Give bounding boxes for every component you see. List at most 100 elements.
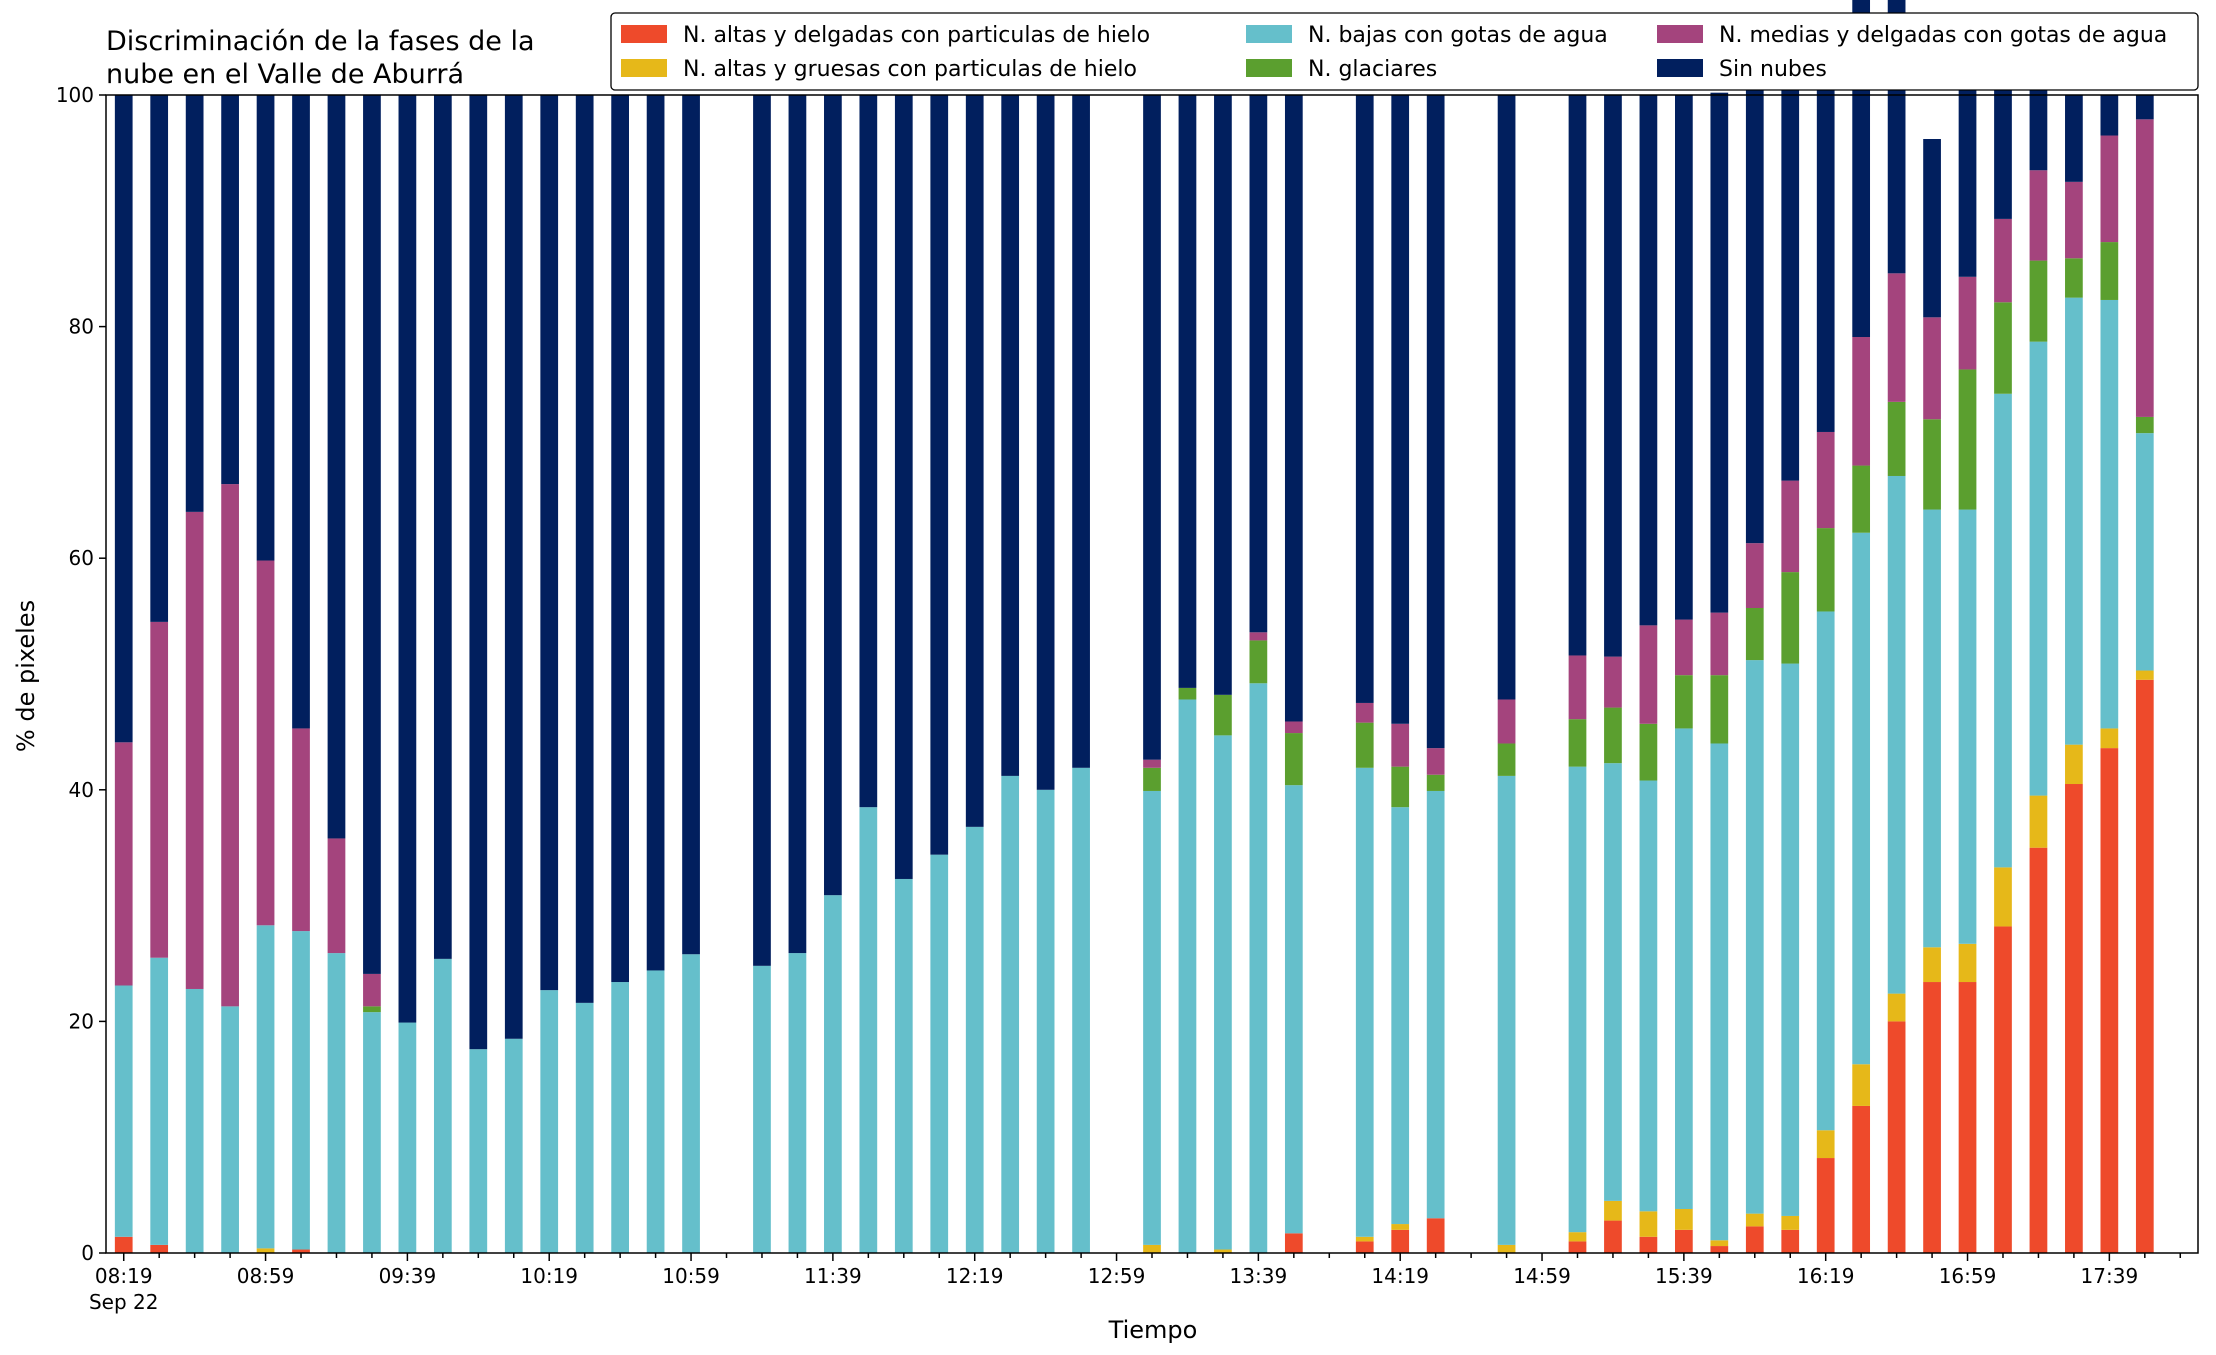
bar-segment-1449-series-2 [1497,775,1516,1245]
bar-segment-1249-series-5 [1072,95,1090,768]
bar-segment-1749-series-2 [2135,433,2154,671]
bar-segment-1419-series-3 [1391,766,1410,808]
bar-segment-1649-series-5 [1923,139,1941,318]
bar-segment-1559-series-2 [1745,660,1764,1214]
bar-segment-1749-series-5 [2135,95,2154,120]
bar-segment-1739-series-2 [2100,299,2119,729]
chart-title: Discriminación de la fases de la nube en… [106,26,535,90]
bar-segment-1539-series-3 [1675,675,1693,729]
bar-segment-1549-series-3 [1710,675,1729,744]
bar-segment-1239-series-2 [1036,789,1055,1253]
bar-segment-1409-series-2 [1355,767,1374,1237]
bar-segment-1729-series-0 [2065,784,2083,1253]
bar-segment-1309-series-4 [1143,759,1161,768]
bar-segment-1719-series-2 [2029,341,2048,796]
bar-segment-1559-series-4 [1745,543,1764,608]
bar-segment-1029-series-2 [575,1002,594,1253]
bar-segment-1529-series-2 [1639,780,1658,1212]
bar-segment-1529-series-0 [1639,1236,1658,1253]
bar-segment-1319-series-5 [1178,95,1197,688]
bar-segment-0839-series-5 [185,95,204,512]
bar-segment-1409-series-5 [1355,95,1374,703]
bar-segment-1709-series-1 [1994,867,2012,927]
bar-segment-0919-series-4 [327,838,346,954]
x-tick-label: 08:59 [237,1264,295,1288]
bar-segment-0919-series-2 [327,953,346,1253]
bar-segment-1139-series-2 [824,895,842,1253]
bar-segment-0829-series-0 [150,1244,169,1253]
bar-segment-1429-series-3 [1426,774,1445,791]
bar-segment-1729-series-1 [2065,744,2083,785]
bar-segment-1229-series-5 [1001,95,1020,776]
bar-segment-1449-series-4 [1497,699,1516,744]
bar-segment-1349-series-5 [1284,95,1303,722]
legend-label: Sin nubes [1719,57,1827,82]
bar-segment-1349-series-2 [1284,785,1303,1234]
bar-segment-0859-series-2 [256,925,275,1249]
bar-segment-1559-series-0 [1745,1226,1764,1253]
legend-box [610,12,2199,91]
bar-segment-1539-series-4 [1675,619,1693,676]
bar-segment-0819-series-2 [114,985,133,1237]
bar-segment-0929-series-3 [363,1006,381,1013]
bar-segment-1549-series-0 [1710,1246,1729,1253]
x-tick-label: 08:19 [95,1264,153,1288]
bar-segment-1649-series-0 [1923,982,1941,1253]
legend-swatch [1246,59,1292,77]
bar-segment-1419-series-5 [1391,95,1410,724]
legend-label: N. medias y delgadas con gotas de agua [1719,23,2167,48]
bar-segment-1739-series-4 [2100,135,2119,243]
bar-segment-1519-series-1 [1604,1200,1622,1221]
x-tick-label: 12:59 [1088,1264,1146,1288]
bar-segment-1149-series-2 [859,807,878,1253]
bar-segment-1619-series-3 [1816,528,1835,612]
bar-segment-1609-series-5 [1781,32,1800,481]
bar-segment-0929-series-2 [363,1012,381,1253]
bar-segment-1509-series-3 [1568,719,1587,767]
bar-segment-1659-series-4 [1958,276,1977,370]
bar-segment-1229-series-2 [1001,775,1020,1253]
bar-segment-1659-series-5 [1958,54,1977,277]
bar-segment-1409-series-1 [1355,1236,1374,1242]
bar-segment-1009-series-2 [504,1038,523,1253]
bar-segment-1429-series-5 [1426,95,1445,749]
bar-segment-1409-series-3 [1355,722,1374,768]
bar-segment-1009-series-5 [504,95,523,1039]
bar-segment-0919-series-5 [327,95,346,839]
bar-segment-1739-series-3 [2100,242,2119,300]
bar-segment-1739-series-1 [2100,728,2119,749]
bar-segment-1549-series-4 [1710,612,1729,676]
bar-segment-1049-series-2 [646,970,665,1253]
bar-segment-1539-series-0 [1675,1229,1693,1253]
bar-segment-1729-series-5 [2065,95,2083,182]
bar-segment-1709-series-0 [1994,926,2012,1253]
bar-segment-1419-series-0 [1391,1229,1410,1253]
x-tick-label: 10:59 [662,1264,720,1288]
bar-segment-1639-series-0 [1887,1021,1906,1253]
bar-segment-1649-series-3 [1923,419,1941,510]
bar-segment-1139-series-5 [824,95,842,896]
axes-layer: 0 20 40 60 80 100 08:19 08:59 09:39 10:19 10:59 11:… [56,83,2199,1314]
bar-segment-1429-series-4 [1426,748,1445,775]
bar-segment-0819-series-4 [114,742,133,986]
legend: N. altas y delgadas con particulas de hi… [610,12,2199,91]
legend-swatch [1657,25,1703,43]
legend-label: N. altas y delgadas con particulas de hi… [683,23,1150,48]
bar-segment-1609-series-1 [1781,1215,1800,1230]
bar-segment-1659-series-3 [1958,369,1977,510]
bar-segment-1519-series-4 [1604,656,1622,708]
bar-segment-1609-series-0 [1781,1229,1800,1253]
bar-segment-1039-series-2 [611,982,629,1253]
bar-segment-1159-series-2 [894,878,913,1253]
bar-segment-1719-series-1 [2029,795,2048,848]
bar-segment-1719-series-0 [2029,847,2048,1253]
bar-segment-1749-series-3 [2135,416,2154,434]
bar-segment-1559-series-3 [1745,607,1764,661]
bar-segment-1119-series-5 [753,95,771,966]
bar-segment-1449-series-1 [1497,1244,1516,1253]
bar-segment-1749-series-4 [2135,119,2154,417]
bar-segment-1209-series-2 [930,854,949,1253]
bar-segment-0829-series-5 [150,95,169,622]
bar-segment-1059-series-2 [682,954,700,1253]
bar-segment-1559-series-1 [1745,1213,1764,1227]
